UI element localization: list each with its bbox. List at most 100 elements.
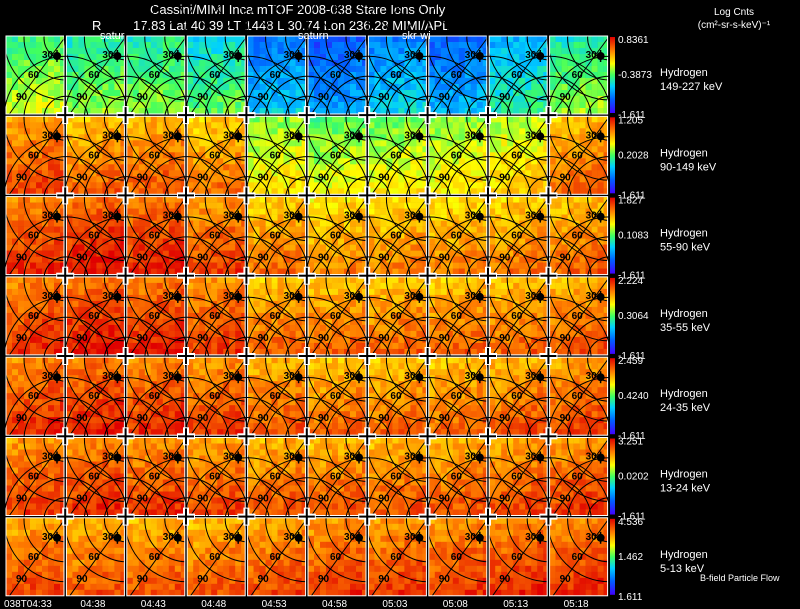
latitude-label: 60	[209, 311, 221, 322]
corner-cross-marker	[358, 186, 377, 205]
latitude-label: 30	[284, 50, 296, 61]
latitude-label: 60	[330, 472, 342, 483]
latitude-label: 90	[318, 172, 330, 183]
time-label: 05:18	[564, 599, 589, 609]
corner-cross-marker	[479, 106, 497, 125]
corner-cross-marker	[116, 266, 135, 285]
latitude-label: 90	[16, 413, 28, 424]
latitude-label: 30	[404, 130, 416, 141]
latitude-label: 30	[163, 371, 175, 382]
latitude-label: 30	[223, 211, 235, 222]
latitude-label: 30	[42, 532, 54, 543]
latitude-label: 90	[439, 172, 451, 183]
colorbar-max: 1.827	[618, 196, 643, 207]
latitude-label: 30	[525, 130, 537, 141]
latitude-label: 90	[137, 172, 149, 183]
latitude-label: 30	[344, 532, 356, 543]
colorbar-units-line2: (cm²-sr-s-keV)⁻¹	[697, 20, 771, 31]
latitude-label: 30	[42, 50, 54, 61]
corner-cross-marker	[116, 427, 135, 446]
latitude-label: 30	[42, 371, 54, 382]
corner-cross-marker	[358, 347, 377, 365]
latitude-label: 90	[76, 413, 88, 424]
latitude-label: 30	[465, 211, 477, 222]
latitude-label: 30	[525, 371, 537, 382]
corner-cross-marker	[358, 427, 377, 446]
latitude-label: 60	[149, 552, 161, 563]
latitude-label: 90	[197, 494, 209, 505]
latitude-label: 30	[102, 130, 114, 141]
image-cell: 30 60 90	[124, 457, 250, 599]
colorbar-max: 1.205	[618, 115, 643, 126]
latitude-label: 60	[209, 70, 221, 81]
latitude-label: 30	[102, 452, 114, 463]
latitude-label: 90	[439, 333, 451, 344]
latitude-label: 30	[344, 130, 356, 141]
latitude-label: 90	[16, 333, 28, 344]
latitude-label: 60	[451, 231, 463, 242]
latitude-label: 90	[560, 494, 572, 505]
latitude-label: 90	[137, 333, 149, 344]
corner-cross-marker	[418, 106, 437, 125]
latitude-label: 60	[149, 70, 161, 81]
corner-cross-marker	[56, 507, 75, 526]
latitude-label: 60	[330, 552, 342, 563]
corner-cross-marker	[539, 427, 558, 446]
latitude-label: 90	[378, 172, 390, 183]
colorbar	[610, 37, 615, 113]
latitude-label: 90	[16, 253, 28, 264]
latitude-label: 90	[499, 172, 511, 183]
colorbar-units-line1: Log Cnts	[713, 7, 755, 18]
corner-cross-marker	[177, 347, 195, 365]
energy-label: 90-149 keV	[660, 161, 717, 173]
colorbar-max: 2.224	[618, 276, 643, 287]
latitude-label: 30	[586, 532, 598, 543]
energy-label: 55-90 keV	[660, 242, 711, 254]
latitude-label: 90	[378, 253, 390, 264]
colorbar-min: -1.611	[618, 271, 646, 282]
corner-cross-marker	[539, 266, 558, 285]
latitude-label: 60	[270, 391, 282, 402]
corner-cross-marker	[479, 266, 497, 285]
overlay-saturn: saturn	[298, 30, 329, 42]
latitude-label: 90	[560, 172, 572, 183]
latitude-label: 90	[499, 574, 511, 585]
corner-cross-marker	[479, 507, 497, 526]
latitude-label: 90	[318, 253, 330, 264]
latitude-label: 60	[149, 472, 161, 483]
latitude-label: 60	[330, 231, 342, 242]
latitude-label: 60	[28, 70, 40, 81]
latitude-label: 90	[378, 333, 390, 344]
latitude-label: 90	[76, 574, 88, 585]
latitude-label: 60	[270, 311, 282, 322]
latitude-label: 90	[560, 574, 572, 585]
latitude-label: 30	[223, 532, 235, 543]
latitude-label: 90	[499, 413, 511, 424]
latitude-label: 90	[499, 494, 511, 505]
colorbar-mid: 0.2028	[618, 150, 649, 161]
latitude-label: 30	[465, 130, 477, 141]
latitude-label: 60	[390, 391, 402, 402]
latitude-label: 30	[465, 452, 477, 463]
time-label: 04:53	[262, 599, 287, 609]
corner-cross-marker	[237, 186, 256, 205]
latitude-label: 90	[378, 413, 390, 424]
latitude-label: 90	[197, 92, 209, 103]
corner-cross-marker	[479, 186, 497, 205]
latitude-label: 90	[76, 253, 88, 264]
corner-cross-marker	[539, 507, 558, 526]
latitude-label: 60	[330, 150, 342, 161]
orbit-info-line: R 17.83 Lat 40.39 LT 1448 L 30.74 Lon 23…	[92, 18, 449, 33]
latitude-label: 90	[197, 413, 209, 424]
latitude-label: 60	[270, 552, 282, 563]
latitude-label: 30	[163, 452, 175, 463]
latitude-label: 90	[378, 574, 390, 585]
time-label: 05:08	[443, 599, 468, 609]
latitude-label: 60	[572, 311, 584, 322]
